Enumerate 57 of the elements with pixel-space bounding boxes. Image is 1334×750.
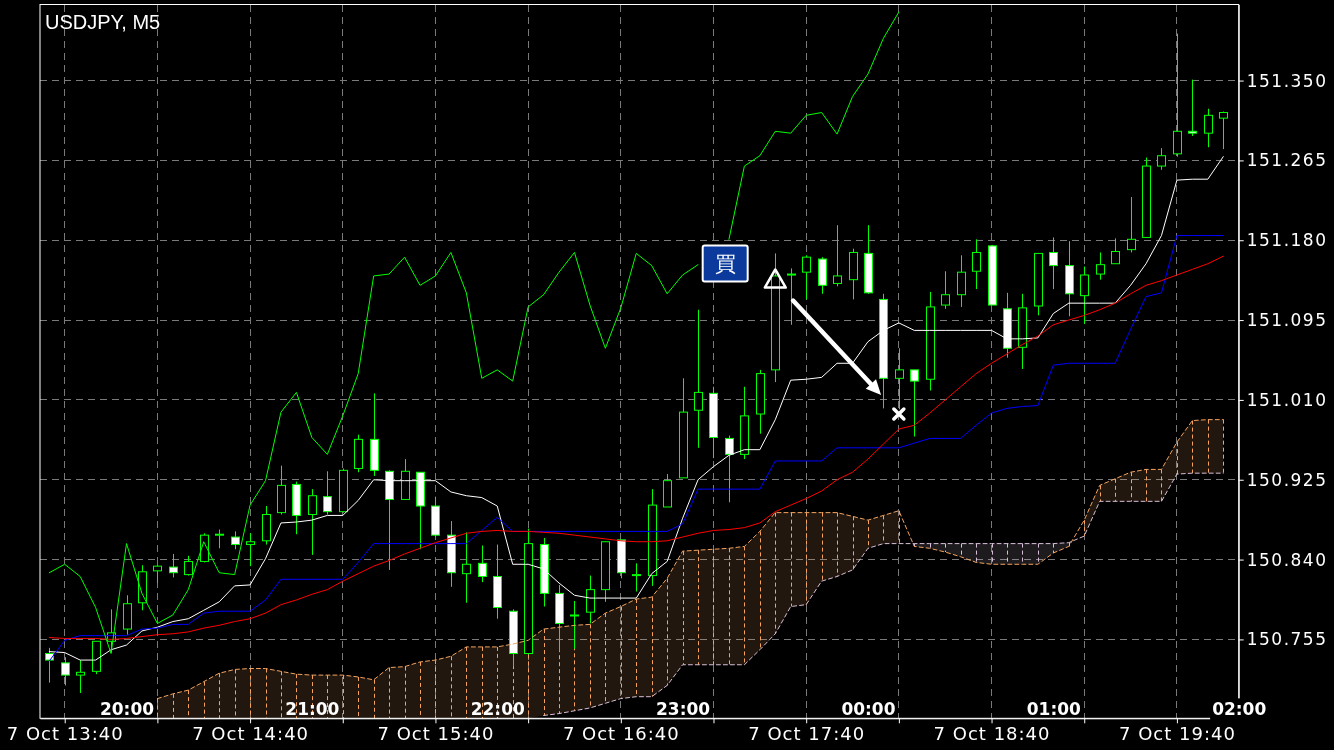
x2-tick-label: 23:00 (656, 699, 711, 720)
candlestick (215, 529, 224, 549)
y-tick-label: 150.925 (1246, 469, 1328, 490)
candlestick (1111, 237, 1120, 265)
candlestick (478, 544, 487, 583)
candlestick (694, 309, 703, 449)
x-tick-label: 7 Oct 17:40 (748, 723, 866, 745)
candlestick (462, 531, 471, 604)
candlestick (61, 656, 70, 686)
candlestick (895, 347, 904, 410)
candlestick (1188, 79, 1197, 137)
y-tick-label: 151.180 (1246, 230, 1328, 251)
candlestick (972, 238, 981, 290)
x2-tick-label: 02:00 (1212, 699, 1267, 720)
chart-title: USDJPY, M5 (45, 10, 161, 33)
candlestick (169, 553, 178, 578)
y-tick-label: 151.265 (1246, 150, 1328, 171)
y-tick-label: 150.755 (1246, 629, 1328, 650)
candlestick (246, 532, 255, 567)
x2-tick-label: 20:00 (99, 699, 155, 720)
y-tick-label: 150.840 (1246, 549, 1328, 570)
candlestick (184, 555, 193, 577)
x-tick-label: 7 Oct 18:40 (933, 723, 1051, 745)
x-tick-label: 7 Oct 16:40 (562, 723, 680, 745)
annotation: 買 (714, 251, 736, 276)
candlestick (941, 270, 950, 310)
candlestick (1204, 108, 1213, 148)
candlestick (308, 488, 317, 556)
candlestick (570, 600, 579, 650)
y-tick-label: 151.095 (1246, 310, 1328, 331)
x-tick-label: 7 Oct 19:40 (1118, 723, 1236, 745)
x-tick-label: 7 Oct 14:40 (192, 723, 310, 745)
candlestick (153, 563, 162, 584)
x-tick-label: 7 Oct 15:40 (377, 723, 495, 745)
x-tick-label: 7 Oct 13:40 (6, 723, 124, 745)
x2-tick-label: 21:00 (285, 699, 340, 720)
candlestick (725, 435, 734, 503)
candlestick (787, 267, 796, 326)
candlestick (957, 254, 966, 308)
candlestick (1127, 196, 1136, 253)
candlestick (802, 254, 811, 300)
candlestick (323, 470, 332, 515)
candlestick (632, 562, 641, 593)
candlestick (1219, 111, 1228, 150)
candlestick (1049, 236, 1058, 290)
x2-tick-label: 00:00 (841, 699, 896, 720)
candlestick (1096, 251, 1105, 281)
candlestick (1173, 33, 1182, 158)
x2-tick-label: 01:00 (1026, 699, 1082, 720)
y-tick-label: 151.010 (1246, 389, 1328, 410)
candlestick (910, 369, 919, 438)
candlestick (833, 224, 842, 287)
candlestick (1080, 266, 1089, 325)
y-tick-label: 151.350 (1246, 70, 1328, 91)
candlestick (76, 659, 85, 694)
candlestick (586, 575, 595, 624)
candlestick (1157, 147, 1166, 171)
